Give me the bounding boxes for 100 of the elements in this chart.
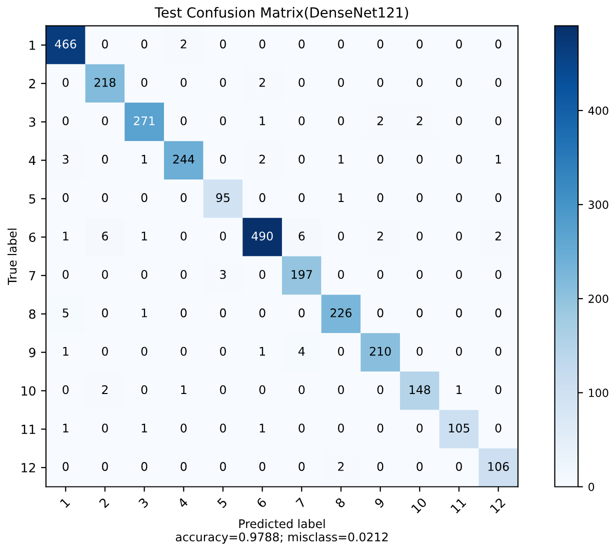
data-label: 1 (181, 385, 186, 394)
data-label: 0 (456, 193, 462, 202)
data-label: 2 (180, 40, 186, 48)
data-label: 0 (377, 78, 384, 87)
data-label: 0 (298, 193, 305, 202)
chart-title: Test Confusion Matrix(DenseNet121) (154, 6, 408, 20)
data-label: 218 (94, 78, 116, 87)
y-tick-label: 7 (29, 271, 36, 280)
data-label: 0 (298, 40, 305, 48)
data-label: 0 (377, 154, 384, 164)
data-label: 0 (102, 193, 108, 202)
x-tick-label: 7 (296, 498, 306, 508)
data-label: 0 (377, 308, 384, 318)
data-label: 3 (220, 270, 226, 279)
data-label: 1 (142, 424, 147, 432)
data-label: 0 (456, 40, 462, 48)
data-label: 105 (449, 424, 470, 433)
data-label: 2 (259, 78, 265, 87)
data-label: 0 (259, 462, 266, 471)
data-label: 271 (134, 116, 154, 126)
data-label: 1 (142, 308, 147, 318)
data-label: 1 (63, 346, 68, 356)
data-label: 0 (416, 270, 423, 279)
data-label: 0 (377, 193, 384, 202)
data-label: 2 (259, 154, 265, 164)
data-label: 0 (180, 270, 187, 279)
x-tick-label: 2 (98, 498, 110, 508)
data-label: 2 (102, 385, 108, 394)
data-label: 0 (180, 424, 187, 433)
x-tick-label: 8 (334, 497, 346, 508)
data-label: 0 (259, 40, 266, 48)
data-label: 0 (102, 424, 108, 433)
data-label: 0 (220, 116, 226, 126)
data-label: 0 (338, 116, 344, 126)
data-label: 0 (220, 232, 226, 241)
data-label: 0 (456, 346, 462, 356)
x-tick-label: 4 (177, 497, 188, 508)
y-tick-label: 9 (29, 348, 36, 358)
data-label: 2 (416, 116, 422, 126)
data-label: 0 (259, 385, 266, 394)
data-label: 0 (220, 385, 226, 394)
data-label: 0 (141, 78, 148, 87)
data-label: 0 (180, 462, 187, 471)
data-label: 0 (102, 40, 108, 48)
data-label: 0 (298, 78, 305, 87)
data-label: 0 (62, 193, 69, 202)
data-label: 1 (338, 193, 344, 202)
data-label: 0 (495, 308, 502, 318)
data-label: 0 (416, 154, 423, 164)
data-label: 0 (220, 308, 226, 318)
data-label: 0 (102, 346, 108, 356)
data-label: 244 (173, 154, 194, 164)
y-tick-label: 5 (29, 194, 36, 204)
data-label: 0 (62, 462, 69, 471)
data-label: 0 (456, 462, 462, 471)
x-tick-label: 10 (410, 497, 428, 514)
data-label: 95 (216, 193, 230, 202)
color-bar-label: 400 (588, 106, 608, 115)
data-label: 0 (180, 232, 187, 241)
data-label: 106 (488, 462, 509, 471)
x-tick-label: 5 (216, 498, 228, 508)
data-label: 2 (495, 232, 501, 240)
data-label: 0 (259, 270, 266, 279)
data-label: 0 (102, 462, 108, 471)
data-label: 490 (252, 232, 273, 241)
color-bar-label: 0 (588, 482, 594, 492)
data-label: 0 (416, 308, 423, 318)
data-label: 0 (416, 232, 423, 241)
x-tick-label: 1 (60, 498, 70, 508)
data-label: 0 (62, 270, 69, 279)
data-label: 0 (220, 424, 226, 433)
data-label: 0 (456, 116, 462, 126)
data-label: 0 (220, 40, 226, 48)
data-label: 0 (377, 385, 384, 394)
data-label: 0 (338, 78, 344, 87)
data-label: 3 (62, 154, 68, 164)
data-label: 0 (338, 40, 344, 48)
data-label: 0 (416, 424, 423, 433)
data-label: 0 (141, 40, 148, 48)
data-label: 0 (495, 346, 502, 356)
data-label: 0 (298, 424, 305, 433)
data-label: 0 (298, 116, 305, 126)
data-label: 0 (377, 40, 384, 48)
data-label: 0 (377, 424, 384, 433)
y-tick-label: 10 (22, 386, 36, 396)
data-label: 0 (456, 270, 462, 279)
data-label: 0 (416, 40, 423, 48)
data-label: 0 (416, 78, 423, 87)
data-label: 0 (102, 270, 108, 279)
data-label: 0 (495, 424, 502, 433)
data-label: 0 (102, 308, 108, 318)
y-tick-label: 8 (29, 309, 36, 319)
x-tick-label: 11 (450, 498, 466, 514)
x-tick-label: 6 (256, 497, 268, 508)
data-label: 0 (416, 346, 423, 356)
y-tick-label: 11 (22, 424, 36, 434)
data-label: 1 (496, 154, 501, 164)
data-label: 0 (298, 308, 305, 318)
data-label: 0 (495, 270, 502, 279)
data-label: 0 (495, 78, 502, 87)
